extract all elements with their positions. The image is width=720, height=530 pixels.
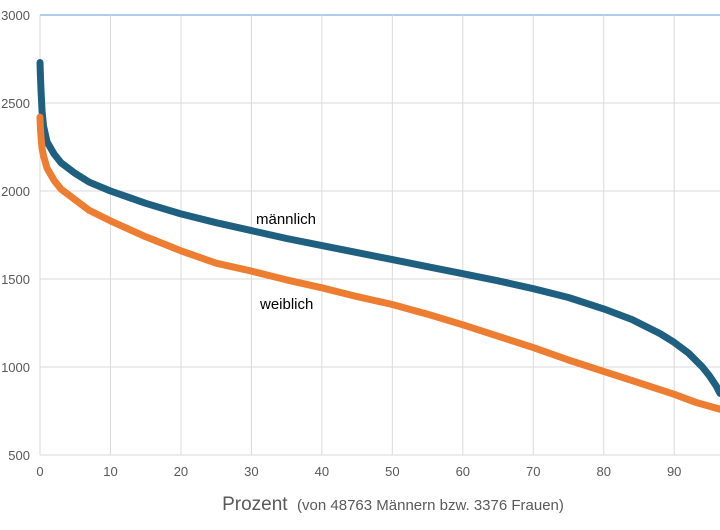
data-point-weiblich xyxy=(37,114,43,120)
x-axis-tick-labels: 0 10 20 30 40 50 60 70 80 90 xyxy=(36,464,681,479)
y-tick-label: 500 xyxy=(8,448,30,463)
series-label-weiblich: weiblich xyxy=(259,296,313,313)
data-point-weiblich xyxy=(39,145,45,152)
x-tick-label: 70 xyxy=(526,464,540,479)
x-tick-label: 10 xyxy=(103,464,117,479)
data-point-maennlich xyxy=(39,109,45,115)
x-tick-label: 30 xyxy=(244,464,258,479)
x-axis-title-main: Prozent xyxy=(222,494,288,515)
y-tick-label: 2500 xyxy=(1,96,30,111)
series-line-weiblich xyxy=(36,113,720,413)
series-label-maennlich: männlich xyxy=(256,211,316,228)
x-tick-label: 80 xyxy=(596,464,610,479)
y-tick-label: 1500 xyxy=(1,272,30,287)
data-point-weiblich xyxy=(37,124,44,131)
y-tick-label: 2000 xyxy=(1,184,30,199)
data-point-weiblich xyxy=(38,135,44,141)
y-tick-label: 1000 xyxy=(1,360,30,375)
x-tick-label: 20 xyxy=(174,464,188,479)
data-point-maennlich xyxy=(37,59,43,66)
series-line-maennlich xyxy=(36,59,720,397)
data-series xyxy=(36,59,720,413)
x-tick-label: 50 xyxy=(385,464,399,479)
x-axis-title-note: (von 48763 Männern bzw. 3376 Frauen) xyxy=(297,497,564,514)
data-point-maennlich xyxy=(38,89,44,96)
x-tick-label: 40 xyxy=(315,464,329,479)
x-tick-label: 60 xyxy=(456,464,470,479)
y-tick-label: 3000 xyxy=(1,8,30,23)
data-point-maennlich xyxy=(37,72,44,78)
gridlines xyxy=(39,14,720,456)
y-axis-tick-labels: 500 1000 1500 2000 2500 3000 xyxy=(1,8,30,463)
x-tick-label: 90 xyxy=(667,464,681,479)
x-tick-label: 0 xyxy=(36,464,43,479)
x-axis-title: Prozent (von 48763 Männern bzw. 3376 Fra… xyxy=(222,494,564,515)
